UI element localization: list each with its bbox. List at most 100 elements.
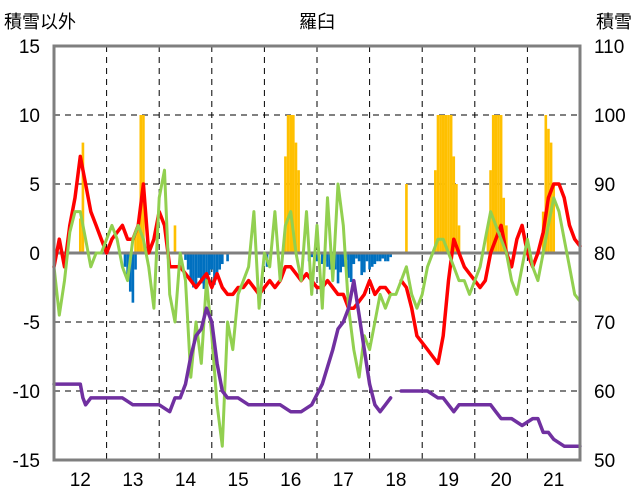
right-axis-ticks: 50 60 70 80 90 100 110 — [594, 37, 626, 472]
snow-depth-line — [52, 278, 582, 448]
bar — [449, 115, 453, 253]
right-tick-label: 80 — [594, 244, 615, 265]
bar — [389, 253, 392, 258]
bar — [131, 253, 135, 303]
bar — [197, 253, 200, 278]
bar — [341, 253, 345, 267]
left-tick-label: -5 — [23, 313, 40, 334]
bar — [360, 253, 364, 276]
bar — [434, 170, 437, 253]
right-tick-label: 90 — [594, 175, 615, 196]
bar — [368, 253, 371, 270]
left-tick-label: -10 — [13, 382, 40, 403]
bar — [365, 253, 369, 262]
bar — [549, 142, 553, 253]
bar — [347, 253, 350, 278]
bar — [381, 253, 385, 259]
bar — [297, 170, 300, 253]
bar — [494, 115, 498, 253]
bar — [376, 253, 379, 262]
bar — [497, 115, 500, 253]
right-tick-label: 70 — [594, 313, 615, 334]
bar — [192, 253, 195, 288]
bar — [349, 253, 353, 282]
bar — [81, 142, 85, 253]
bar — [186, 253, 190, 270]
bar — [294, 142, 298, 253]
bar — [499, 115, 503, 253]
bar — [502, 197, 506, 253]
x-tick-label: 19 — [438, 470, 459, 491]
left-tick-label: 5 — [29, 175, 40, 196]
bar — [339, 253, 342, 273]
bar — [552, 184, 556, 253]
bar — [320, 253, 324, 265]
bar — [226, 253, 229, 262]
bar — [202, 253, 206, 289]
bar — [352, 253, 356, 265]
bar — [505, 225, 508, 253]
bar — [207, 253, 211, 276]
bar — [405, 184, 408, 253]
bar — [363, 253, 366, 273]
left-tick-label: -15 — [13, 451, 40, 472]
right-axis-label: 積雪 — [596, 12, 632, 32]
right-tick-label: 100 — [594, 106, 626, 127]
bar — [199, 253, 203, 284]
bar — [370, 253, 374, 267]
bar — [547, 128, 550, 253]
bar — [136, 225, 140, 253]
bar — [544, 115, 548, 253]
bar — [194, 253, 198, 285]
left-tick-label: 15 — [19, 37, 40, 58]
bar — [491, 115, 495, 253]
plot-border — [52, 44, 582, 462]
bar — [184, 253, 187, 260]
bar — [357, 253, 361, 262]
bar — [386, 253, 390, 262]
bar — [126, 253, 129, 281]
bar — [292, 115, 295, 253]
chart-lines — [52, 154, 582, 448]
right-tick-label: 110 — [594, 37, 624, 58]
x-tick-label: 21 — [543, 470, 564, 491]
x-tick-label: 15 — [228, 470, 249, 491]
x-tick-label: 13 — [122, 470, 143, 491]
bar — [441, 115, 445, 253]
bar — [210, 253, 214, 270]
bar — [205, 253, 208, 281]
bar — [289, 115, 293, 253]
x-tick-label: 14 — [175, 470, 197, 491]
bar — [139, 115, 143, 253]
bar — [444, 115, 448, 253]
left-axis-label: 積雪以外 — [4, 12, 76, 32]
bar — [134, 232, 137, 253]
bar — [355, 253, 358, 259]
bar — [486, 225, 490, 253]
bar — [123, 253, 127, 267]
x-tick-label: 20 — [491, 470, 512, 491]
bar — [189, 253, 193, 281]
left-tick-label: 10 — [19, 106, 40, 127]
bar — [128, 253, 132, 292]
bar — [213, 253, 216, 285]
bar — [215, 253, 219, 278]
bar — [315, 253, 319, 262]
bar — [373, 253, 377, 265]
bar — [336, 253, 340, 284]
bar — [455, 184, 458, 253]
right-tick-label: 50 — [594, 451, 615, 472]
bar — [286, 115, 290, 253]
bar — [218, 253, 222, 270]
bar — [384, 253, 387, 262]
bar — [221, 253, 224, 265]
bar — [284, 156, 287, 253]
x-tick-label: 17 — [333, 470, 354, 491]
bar — [310, 253, 314, 258]
bar — [378, 253, 382, 262]
chart-bars — [78, 115, 556, 303]
bar — [436, 115, 440, 253]
bar — [173, 225, 177, 253]
bar — [326, 253, 329, 267]
